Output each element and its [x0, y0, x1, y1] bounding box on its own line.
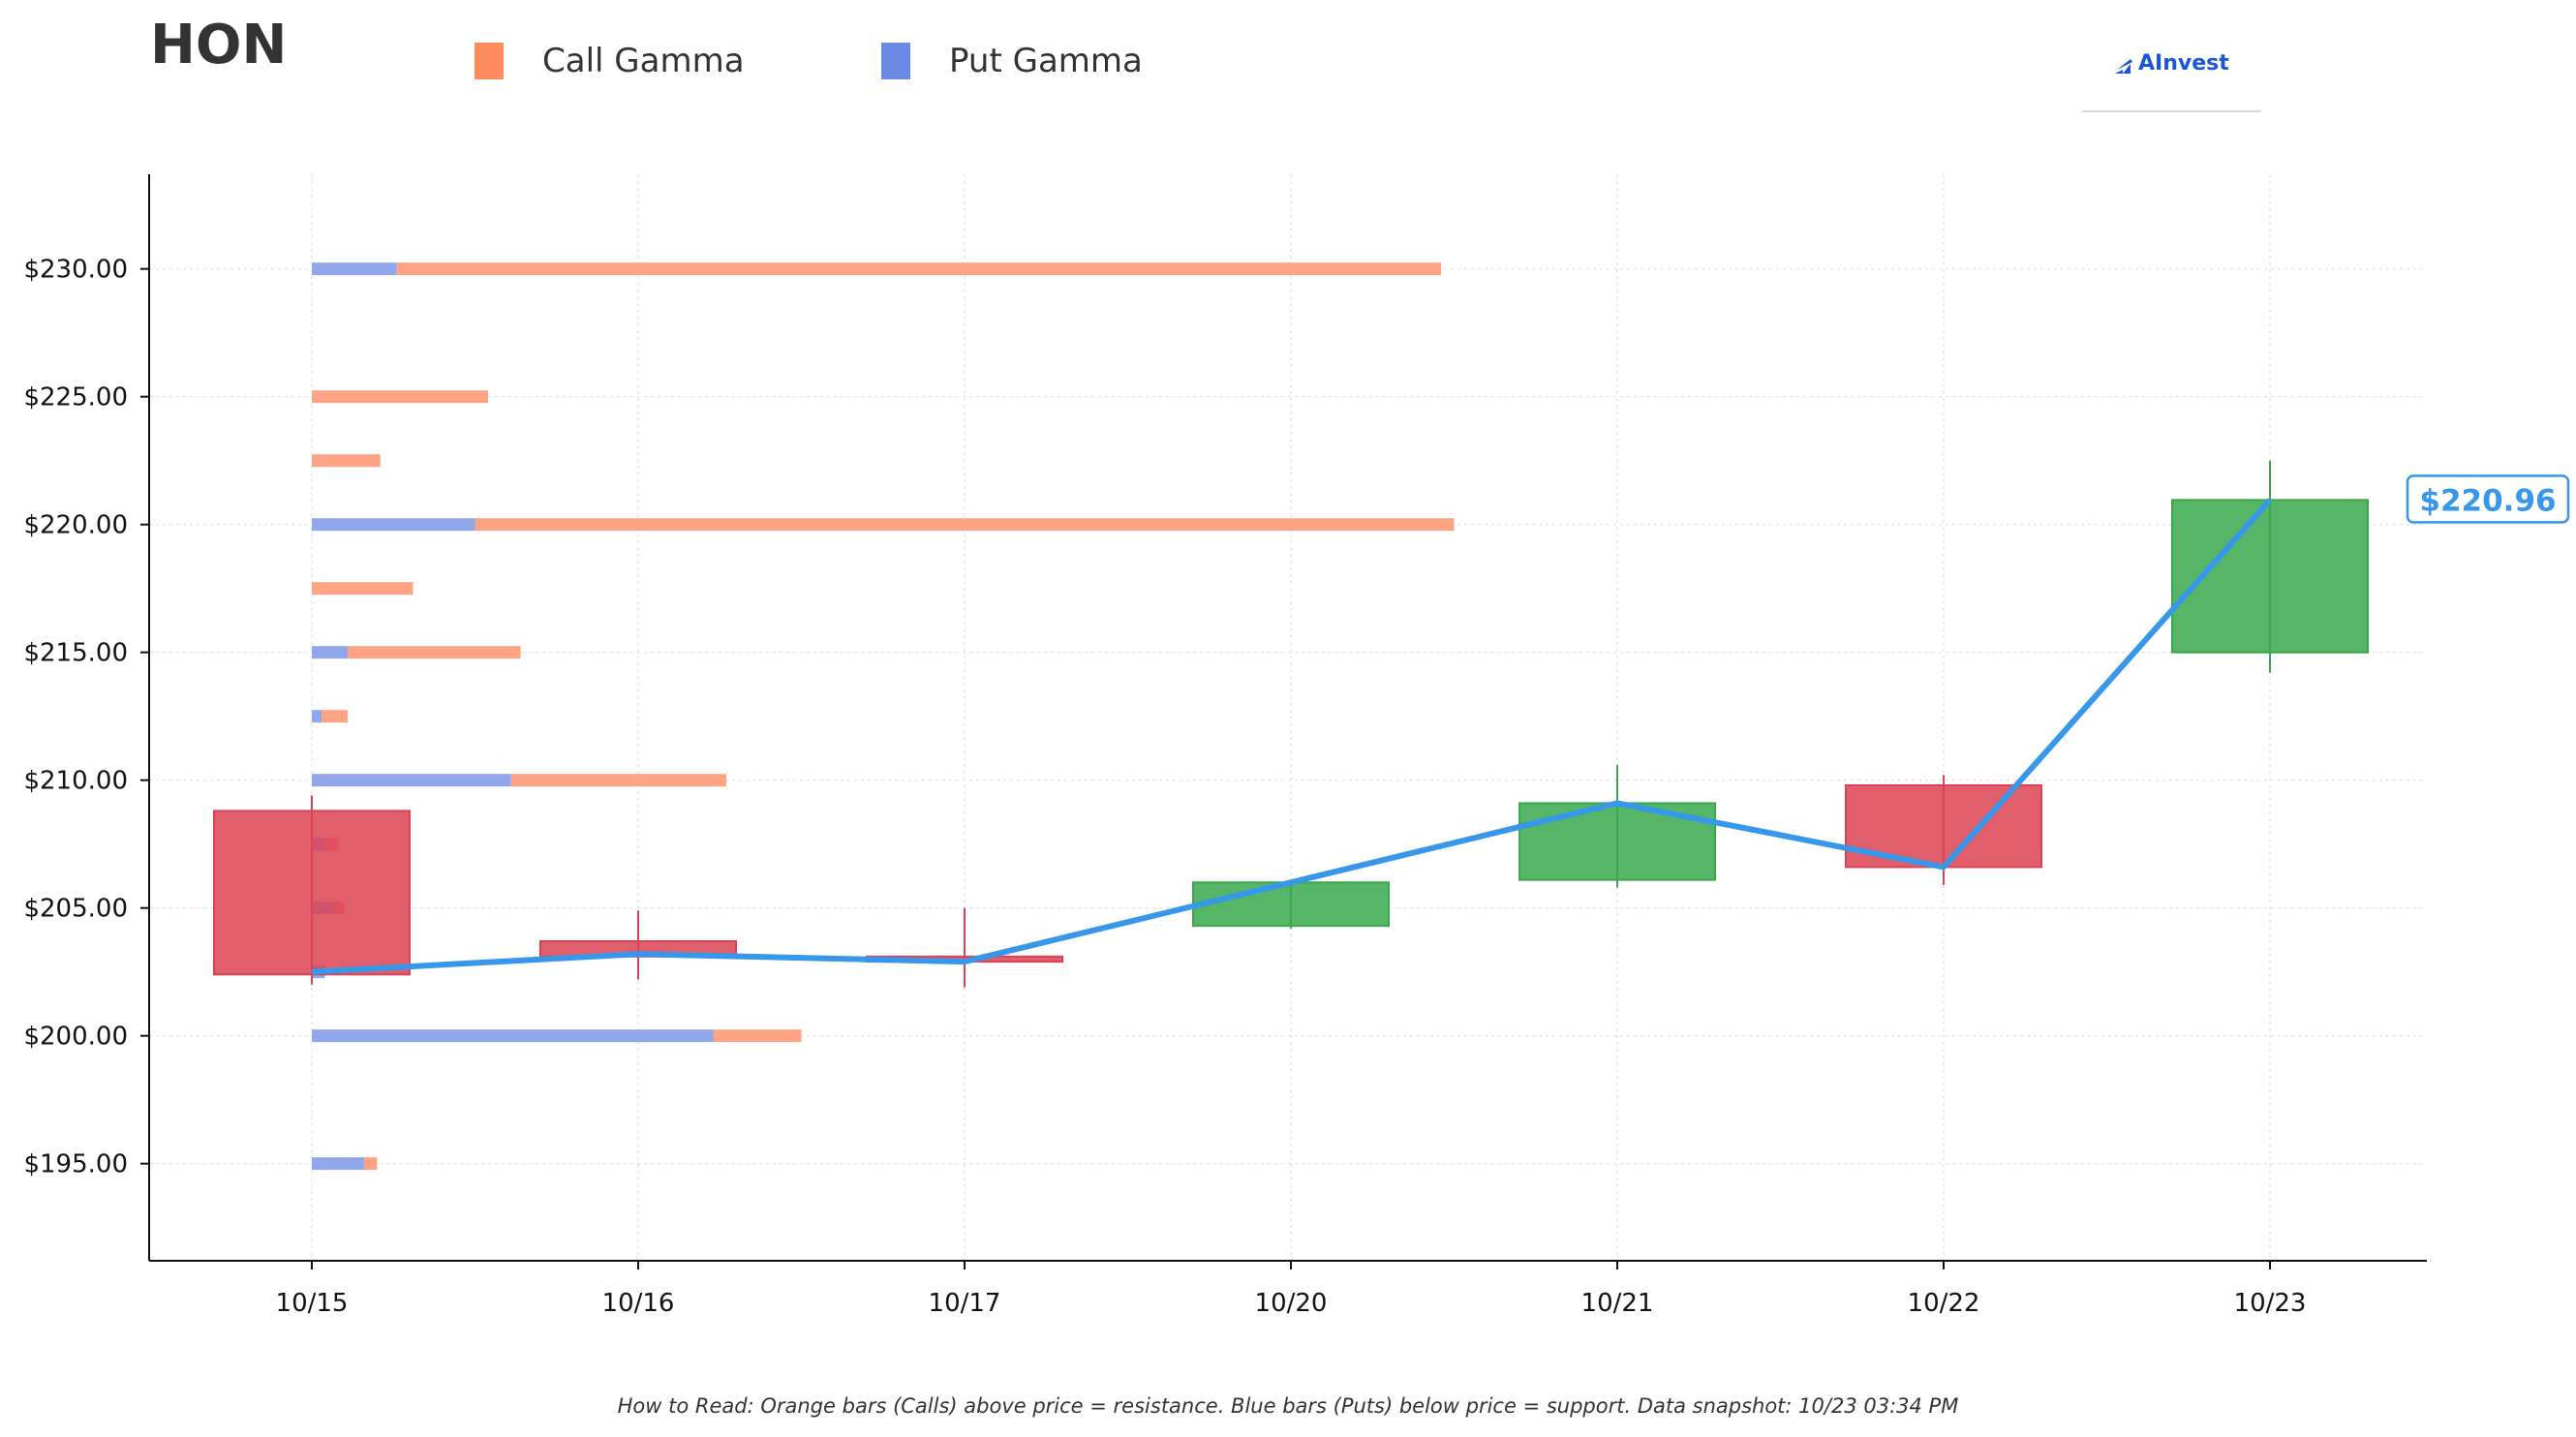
brand-name: AInvest	[2138, 51, 2229, 76]
candle-body	[213, 810, 411, 976]
call-gamma-bar	[312, 454, 381, 468]
call-gamma-bar	[348, 646, 521, 659]
x-tick-label: 10/16	[602, 1289, 675, 1318]
y-tick-label: $205.00	[23, 895, 128, 924]
call-gamma-bar	[475, 518, 1455, 532]
call-gamma-bar	[322, 710, 349, 723]
x-tick-label: 10/20	[1255, 1289, 1328, 1318]
put-gamma-bar	[312, 1157, 364, 1171]
last-price-label: $220.96	[2419, 483, 2556, 518]
x-tick-label: 10/17	[929, 1289, 1001, 1318]
y-tick-label: $195.00	[23, 1150, 128, 1179]
legend-put-gamma: Put Gamma	[881, 37, 1143, 85]
y-tick-label: $200.00	[23, 1023, 128, 1052]
gamma-price-chart: $195.00 $200.00 $205.00 $210.00 $215.00 $220.…	[23, 174, 2570, 1318]
put-gamma-bar	[312, 774, 511, 787]
call-gamma-bar	[312, 582, 414, 596]
x-tick-label: 10/21	[1581, 1289, 1654, 1318]
ticker-title: HON	[150, 14, 288, 76]
legend-call-gamma: Call Gamma	[475, 37, 745, 85]
y-tick-label: $225.00	[23, 383, 128, 413]
price-line	[311, 498, 2273, 975]
call-gamma-bar	[312, 390, 488, 404]
brand-chart-icon	[2115, 59, 2132, 74]
how-to-read-footnote: How to Read: Orange bars (Calls) above p…	[617, 1394, 1959, 1418]
x-tick-label: 10/15	[276, 1289, 349, 1318]
put-gamma-swatch	[881, 43, 910, 79]
call-gamma-bar	[713, 1029, 802, 1043]
put-gamma-bar	[312, 262, 397, 276]
y-tick-label: $230.00	[23, 256, 128, 285]
last-price-box	[2406, 474, 2570, 524]
brand-logo	[2082, 48, 2261, 112]
call-gamma-bar	[396, 262, 1442, 276]
candle-body	[1192, 881, 1390, 928]
brand-underline	[2082, 110, 2261, 112]
call-gamma-bar	[363, 1157, 378, 1171]
legend-call-label: Call Gamma	[542, 42, 745, 80]
legend-put-label: Put Gamma	[949, 42, 1143, 80]
put-gamma-bar	[312, 646, 349, 659]
put-gamma-bar	[312, 518, 475, 532]
call-gamma-swatch	[475, 43, 504, 79]
y-tick-label: $220.00	[23, 511, 128, 540]
x-tick-label: 10/22	[1908, 1289, 1980, 1318]
y-tick-label: $215.00	[23, 639, 128, 668]
y-tick-label: $210.00	[23, 767, 128, 796]
x-tick-label: 10/23	[2234, 1289, 2307, 1318]
call-gamma-bar	[510, 774, 726, 787]
put-gamma-bar	[312, 1029, 714, 1043]
put-gamma-bar	[312, 710, 322, 723]
